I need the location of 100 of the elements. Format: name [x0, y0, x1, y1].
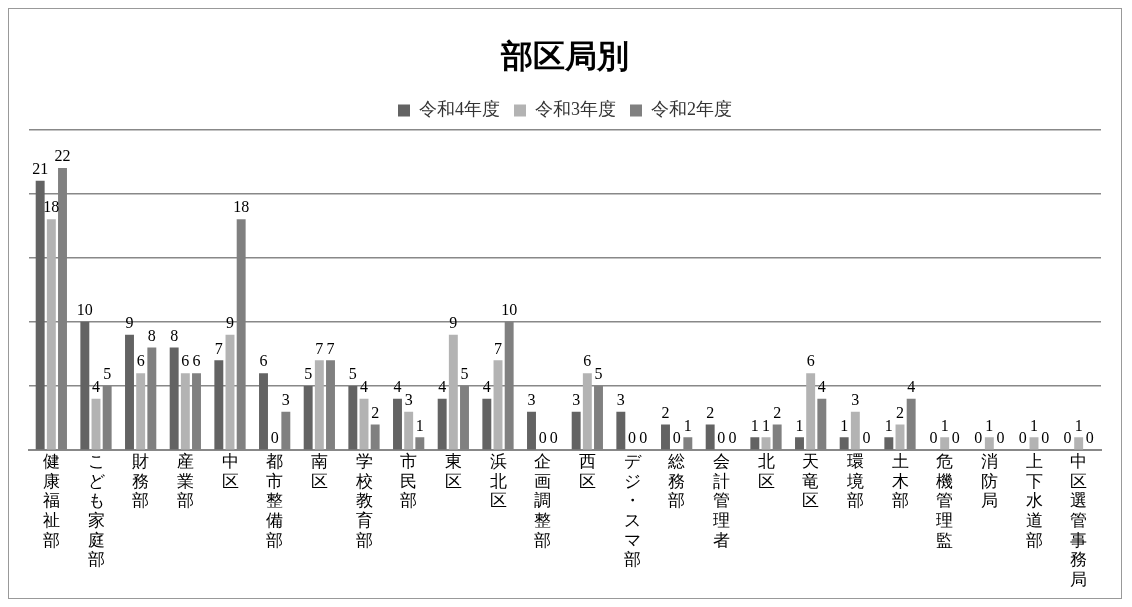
data-label: 0 [951, 429, 960, 447]
bar [404, 411, 414, 450]
data-label: 9 [226, 313, 234, 331]
bar [393, 398, 402, 450]
bar [806, 373, 816, 450]
bar [314, 360, 324, 450]
bar [795, 437, 804, 450]
data-label: 9 [125, 313, 134, 331]
data-label: 7 [326, 339, 335, 357]
data-label: 0 [728, 429, 737, 447]
bar [895, 424, 905, 450]
data-label: 6 [806, 352, 815, 370]
data-label: 2 [896, 403, 904, 421]
data-label: 0 [1018, 429, 1027, 447]
bar [80, 321, 90, 450]
data-label: 3 [281, 390, 290, 408]
data-label: 4 [360, 378, 368, 396]
bar [839, 437, 849, 450]
data-label: 1 [840, 416, 849, 434]
x-tick-label: 学校教育部 [354, 452, 373, 550]
x-tick-label: 都市整備部 [266, 452, 284, 550]
x-tick-label: 環境部 [845, 452, 864, 511]
data-label: 0 [549, 429, 558, 447]
data-label: 1 [762, 416, 770, 434]
data-label: 0 [1041, 429, 1050, 447]
data-label: 5 [304, 365, 313, 383]
bar [125, 334, 134, 450]
data-label: 0 [628, 429, 636, 447]
data-label: 6 [136, 352, 145, 370]
bar [705, 424, 715, 450]
data-label: 0 [672, 429, 681, 447]
bar [1074, 437, 1084, 450]
data-label: 8 [147, 326, 156, 344]
bar [136, 373, 146, 450]
data-label: 10 [76, 301, 93, 319]
x-tick-label: 天竜区 [802, 452, 820, 511]
bar [750, 437, 760, 450]
x-tick-label: 消防局 [980, 452, 998, 511]
bar [527, 411, 536, 450]
x-tick-label: 中区 [221, 452, 239, 491]
data-label: 8 [170, 326, 179, 344]
chart-title: 部区局別 [500, 36, 629, 75]
data-label: 0 [717, 429, 726, 447]
bar [448, 334, 458, 450]
data-label: 6 [259, 352, 268, 370]
bar [571, 411, 581, 450]
bar [850, 411, 860, 450]
data-label: 0 [996, 429, 1005, 447]
x-tick-label: 南区 [310, 452, 328, 491]
data-label: 4 [907, 378, 916, 396]
x-tick-label: 総務部 [667, 452, 686, 511]
data-label: 1 [683, 416, 692, 434]
bar [437, 398, 447, 450]
data-label: 1 [795, 416, 804, 434]
data-label: 4 [393, 378, 402, 396]
data-label: 2 [706, 403, 715, 421]
bar [303, 386, 313, 450]
data-label: 0 [538, 429, 547, 447]
data-label: 0 [1085, 429, 1094, 447]
data-label: 0 [929, 429, 938, 447]
data-label: 5 [103, 365, 112, 383]
data-label: 1 [1030, 416, 1038, 434]
x-tick-label: デジ・スマ部 [623, 452, 642, 570]
data-label: 9 [449, 313, 458, 331]
data-label: 2 [371, 403, 380, 421]
data-label: 1 [415, 416, 424, 434]
legend-label: 令和3年度 [535, 99, 616, 120]
data-label: 1 [1074, 416, 1083, 434]
bar [169, 347, 179, 450]
data-label: 4 [438, 378, 447, 396]
data-label: 2 [773, 403, 782, 421]
data-label: 3 [851, 390, 860, 408]
data-label: 0 [974, 429, 983, 447]
data-label: 4 [817, 378, 826, 396]
x-tick-label: 土木部 [891, 452, 909, 511]
data-label: 22 [54, 147, 71, 165]
bar [940, 437, 950, 450]
data-label: 7 [315, 339, 324, 357]
data-label: 1 [884, 416, 893, 434]
data-label: 1 [750, 416, 759, 434]
data-label: 5 [348, 365, 357, 383]
legend-label: 令和2年度 [651, 99, 732, 120]
data-label: 3 [404, 390, 413, 408]
bar [35, 180, 45, 450]
data-label: 3 [616, 390, 625, 408]
x-tick-label: こども家庭部 [87, 452, 105, 570]
x-tick-label: 健康福祉部 [42, 452, 60, 550]
bar [46, 219, 56, 450]
x-tick-label: 市民部 [400, 452, 418, 511]
bar [348, 386, 358, 450]
data-label: 6 [181, 352, 190, 370]
data-label: 0 [639, 429, 648, 447]
data-label: 4 [482, 378, 491, 396]
bar [259, 373, 268, 450]
x-tick-label: 東区 [444, 452, 462, 491]
data-label: 0 [862, 429, 871, 447]
data-label: 1 [940, 416, 949, 434]
data-label: 21 [32, 159, 49, 177]
x-tick-label: 企画調整部 [534, 452, 552, 550]
bar [884, 437, 894, 450]
